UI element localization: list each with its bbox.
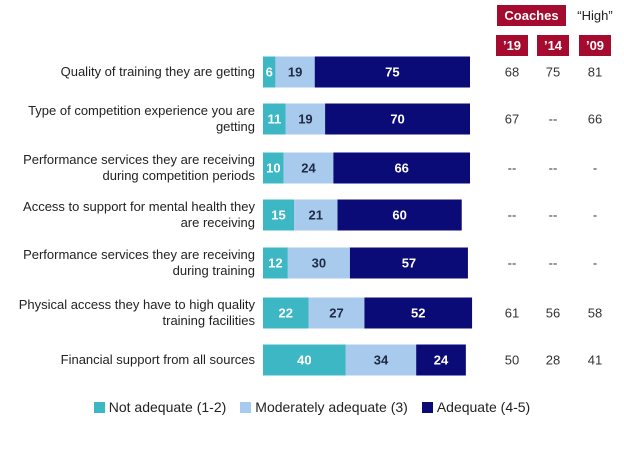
value-label: 19 — [288, 65, 302, 80]
bar-segment — [263, 344, 346, 376]
legend-swatch — [240, 401, 252, 413]
value-label: 34 — [374, 353, 389, 368]
bar-segment — [263, 297, 309, 329]
value-label: 27 — [329, 306, 343, 321]
table-cell: 66 — [587, 111, 603, 127]
group-header: “High” — [577, 8, 613, 23]
column-header: ’19 — [496, 35, 528, 56]
category-label: Quality of training they are getting — [60, 64, 255, 79]
legend-label: Adequate (4-5) — [436, 399, 531, 415]
bar-segment — [263, 103, 286, 135]
table-cell: 41 — [587, 352, 603, 368]
table-cell: -- — [507, 255, 517, 271]
category-label: Type of competition experience you are g… — [28, 103, 255, 134]
bar-segment — [294, 199, 338, 231]
category-label: Physical access they have to high qualit… — [18, 297, 255, 328]
table-cell: -- — [548, 111, 558, 127]
table-cell: 28 — [545, 352, 561, 368]
legend-swatch — [93, 401, 105, 413]
bar-segment — [333, 152, 470, 184]
bar-segment — [364, 297, 473, 329]
category-label: Performance services they are receiving … — [23, 152, 255, 183]
value-label: 24 — [301, 161, 316, 176]
value-label: 22 — [279, 306, 293, 321]
bar-segment — [263, 152, 284, 184]
table-cell: 68 — [504, 64, 520, 80]
bar-segment — [263, 199, 295, 231]
category-label: Financial support from all sources — [60, 352, 255, 367]
bar-segment — [337, 199, 462, 231]
legend-swatch — [421, 401, 433, 413]
value-label: 66 — [394, 161, 408, 176]
category-label: Access to support for mental health they… — [23, 199, 255, 230]
bar-segment — [285, 103, 326, 135]
table-cell: 58 — [587, 305, 603, 321]
bar-segment — [416, 344, 466, 376]
value-label: 24 — [434, 353, 449, 368]
bar-segment — [349, 247, 468, 279]
table-cell: 50 — [504, 352, 520, 368]
table-cell: - — [592, 255, 598, 271]
legend-item: Adequate (4-5) — [421, 399, 531, 415]
bar-segment — [283, 152, 334, 184]
legend-item: Moderately adequate (3) — [240, 399, 408, 415]
value-label: 6 — [266, 65, 273, 80]
table-cell: 61 — [504, 305, 520, 321]
legend-label: Moderately adequate (3) — [255, 399, 408, 415]
category-label: Performance services they are receiving … — [23, 247, 255, 278]
group-header: Coaches — [497, 5, 566, 26]
bar-segment — [287, 247, 350, 279]
bar-segment — [263, 247, 288, 279]
table-cell: -- — [507, 160, 517, 176]
value-label: 10 — [266, 161, 280, 176]
table-cell: -- — [548, 207, 558, 223]
value-label: 21 — [309, 208, 323, 223]
value-label: 15 — [271, 208, 285, 223]
column-header: ’14 — [537, 35, 569, 56]
table-cell: -- — [507, 207, 517, 223]
bar-segment — [345, 344, 417, 376]
table-cell: 81 — [587, 64, 603, 80]
value-label: 60 — [392, 208, 406, 223]
table-cell: 67 — [504, 111, 520, 127]
value-label: 12 — [268, 256, 282, 271]
value-label: 52 — [411, 306, 425, 321]
bar-segment — [314, 56, 470, 88]
legend: Not adequate (1-2) Moderately adequate (3… — [0, 399, 624, 415]
value-label: 70 — [390, 112, 404, 127]
bar-segment — [308, 297, 365, 329]
legend-label: Not adequate (1-2) — [108, 399, 227, 415]
value-label: 75 — [385, 65, 399, 80]
value-label: 40 — [297, 353, 311, 368]
column-header: ’09 — [579, 35, 611, 56]
value-label: 11 — [268, 112, 282, 127]
table-cell: 56 — [545, 305, 561, 321]
bar-segment — [275, 56, 315, 88]
bar-segment — [263, 56, 276, 88]
table-cell: -- — [548, 255, 558, 271]
table-cell: -- — [548, 160, 558, 176]
value-label: 30 — [312, 256, 326, 271]
value-label: 57 — [402, 256, 416, 271]
table-cell: - — [592, 160, 598, 176]
value-label: 19 — [298, 112, 312, 127]
table-cell: 75 — [545, 64, 561, 80]
table-cell: - — [592, 207, 598, 223]
legend-item: Not adequate (1-2) — [93, 399, 227, 415]
bar-segment — [325, 103, 470, 135]
